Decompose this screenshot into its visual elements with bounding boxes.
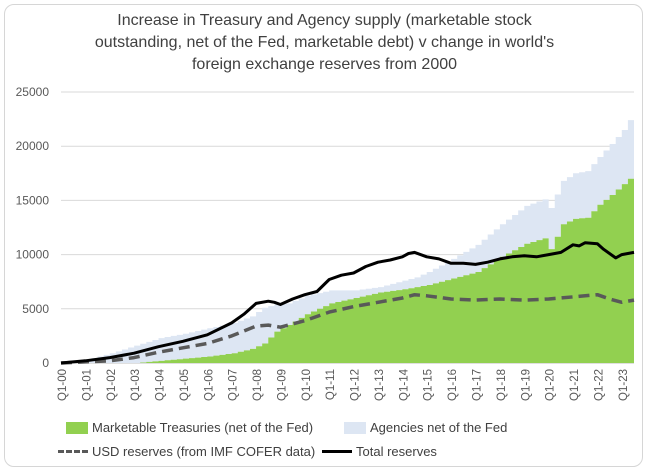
- x-tick-label: Q1-17: [472, 369, 484, 401]
- y-tick-label: 10000: [16, 248, 50, 262]
- x-tick-label: Q1-18: [496, 369, 508, 401]
- x-tick-label: Q1-07: [228, 369, 240, 401]
- x-tick-label: Q1-20: [545, 369, 557, 401]
- area-treasuries: [61, 178, 634, 363]
- x-tick-label: Q1-13: [374, 369, 386, 401]
- chart-title: Increase in Treasury and Agency supply (…: [20, 10, 629, 76]
- legend-swatch-total-reserves: [322, 450, 352, 453]
- y-tick-label: 0: [42, 356, 49, 370]
- x-tick-label: Q1-08: [252, 369, 264, 401]
- x-tick-label: Q1-03: [130, 369, 142, 401]
- y-tick-label: 20000: [16, 139, 50, 153]
- x-tick-label: Q1-04: [155, 368, 167, 401]
- x-tick-label: Q1-00: [57, 369, 69, 401]
- x-tick-label: Q1-15: [423, 369, 435, 401]
- area-series: [61, 120, 634, 364]
- x-tick-label: Q1-10: [301, 369, 313, 401]
- chart-title-line-1: Increase in Treasury and Agency supply (…: [117, 12, 532, 29]
- x-tick-label: Q1-19: [520, 369, 532, 401]
- x-tick-label: Q1-12: [350, 369, 362, 401]
- legend-swatch-usd-reserves: [58, 450, 88, 453]
- legend-item-agencies: Agencies net of the Fed: [344, 420, 507, 435]
- legend-label-treasuries: Marketable Treasuries (net of the Fed): [92, 420, 314, 435]
- legend-label-agencies: Agencies net of the Fed: [370, 420, 508, 435]
- x-tick-label: Q1-21: [569, 369, 581, 401]
- line-total-reserves: [60, 241, 635, 365]
- legend-item-total-reserves: Total reserves: [322, 444, 437, 459]
- x-tick-label: Q1-23: [618, 369, 630, 401]
- x-tick-label: Q1-09: [276, 369, 288, 401]
- x-tick-label: Q1-01: [81, 369, 93, 401]
- x-tick-label: Q1-11: [325, 369, 337, 400]
- legend-item-treasuries: Marketable Treasuries (net of the Fed): [66, 420, 313, 435]
- legend-label-total-reserves: Total reserves: [356, 444, 437, 459]
- y-tick-label: 15000: [16, 193, 50, 207]
- y-tick-label: 5000: [22, 302, 49, 316]
- x-tick-label: Q1-16: [447, 369, 459, 401]
- chart-title-line-2: outstanding, net of the Fed, marketable …: [94, 34, 555, 51]
- x-tick-label: Q1-22: [593, 369, 605, 401]
- chart-title-line-3: foreign exchange reserves from 2000: [191, 56, 458, 73]
- x-tick-label: Q1-14: [398, 368, 410, 401]
- area-agencies: [61, 120, 634, 364]
- y-axis-ticks: 0 5000 10000 15000 20000 25000: [16, 85, 50, 370]
- legend-swatch-agencies: [344, 421, 366, 434]
- line-series: [60, 241, 635, 365]
- legend-label-usd-reserves: USD reserves (from IMF COFER data): [92, 444, 316, 459]
- x-tick-label: Q1-06: [203, 369, 215, 401]
- legend-swatch-treasuries: [66, 421, 88, 434]
- x-tick-label: Q1-02: [106, 369, 118, 401]
- legend-item-usd-reserves: USD reserves (from IMF COFER data): [58, 444, 315, 459]
- x-tick-label: Q1-05: [179, 369, 191, 401]
- x-axis-ticks: Q1-00 Q1-01 Q1-02 Q1-03 Q1-04 Q1-05 Q1-06 Q1-07…: [57, 368, 630, 401]
- y-tick-label: 25000: [16, 85, 50, 99]
- line-usd-reserves: [60, 292, 635, 365]
